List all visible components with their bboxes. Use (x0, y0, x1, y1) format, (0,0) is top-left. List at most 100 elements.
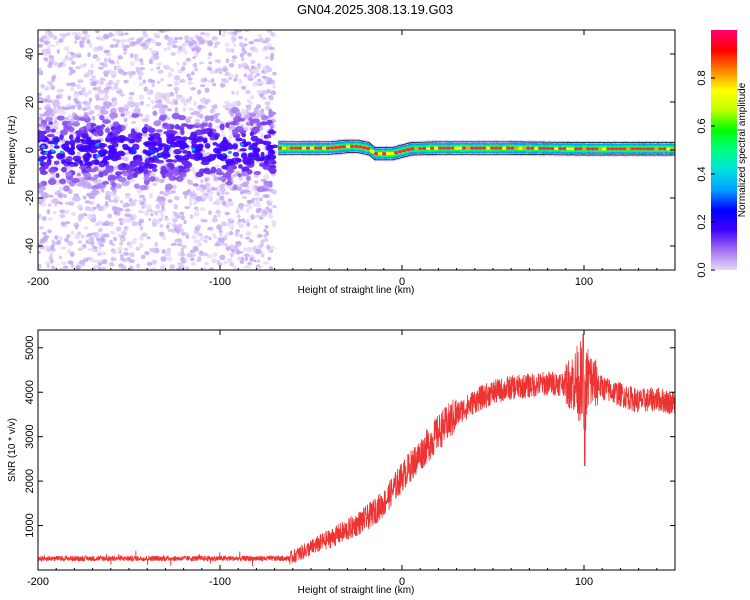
noise-blob (48, 255, 53, 261)
noise-blob (58, 186, 64, 192)
spectrogram-y-tick-label: -40 (24, 238, 36, 254)
noise-blob (213, 176, 219, 182)
noise-blob (224, 71, 230, 77)
noise-blob (85, 34, 91, 39)
noise-blob (189, 214, 194, 219)
noise-blob (67, 114, 73, 119)
noise-blob (137, 101, 141, 107)
noise-blob (162, 192, 169, 197)
noise-blob (201, 156, 206, 162)
noise-blob (131, 113, 140, 118)
noise-blob (264, 56, 269, 60)
noise-blob (64, 221, 71, 225)
noise-blob (267, 256, 272, 261)
noise-blob (151, 172, 156, 177)
noise-blob (122, 172, 130, 177)
signal-peak (341, 145, 347, 149)
noise-blob (207, 40, 214, 46)
noise-blob (210, 78, 215, 83)
noise-blob (268, 108, 273, 114)
noise-blob (138, 82, 144, 87)
noise-blob (207, 130, 214, 137)
noise-blob (52, 197, 59, 203)
noise-blob (38, 182, 44, 188)
noise-blob (202, 128, 210, 133)
noise-blob (176, 214, 181, 219)
noise-blob (268, 213, 274, 219)
noise-blob (83, 226, 89, 230)
noise-blob (164, 64, 170, 69)
noise-blob (47, 155, 54, 159)
noise-blob (258, 37, 264, 43)
noise-blob (102, 157, 108, 162)
noise-blob (232, 143, 239, 150)
signal-peak (442, 146, 447, 150)
noise-blob (104, 168, 110, 175)
noise-blob (193, 239, 201, 244)
noise-blob (215, 68, 219, 74)
signal-peak (381, 152, 387, 156)
noise-blob (180, 128, 185, 136)
noise-blob (187, 79, 193, 86)
signal-peak (462, 146, 467, 150)
noise-blob (228, 230, 234, 236)
noise-blob (257, 33, 263, 38)
noise-blob (165, 92, 171, 99)
signal-peak (277, 146, 283, 150)
noise-blob (193, 67, 199, 72)
noise-blob (219, 146, 228, 152)
noise-blob (114, 171, 122, 176)
noise-blob (197, 89, 202, 95)
noise-blob (148, 176, 156, 182)
noise-blob (179, 96, 186, 101)
noise-blob (38, 189, 44, 194)
noise-blob (98, 81, 104, 85)
noise-blob (269, 55, 274, 61)
noise-blob (127, 71, 134, 74)
noise-blob (133, 107, 141, 114)
noise-blob (252, 202, 256, 207)
noise-blob (266, 77, 270, 81)
noise-blob (117, 163, 124, 171)
noise-blob (172, 159, 178, 163)
signal-peak (558, 146, 563, 151)
noise-blob (107, 174, 116, 180)
noise-blob (67, 240, 74, 247)
noise-blob (173, 86, 180, 91)
noise-blob (249, 131, 254, 137)
noise-blob (222, 30, 227, 35)
noise-blob (224, 211, 231, 216)
noise-blob (90, 123, 97, 127)
noise-blob (228, 121, 238, 126)
noise-blob (113, 99, 118, 105)
noise-blob (140, 254, 146, 260)
noise-blob (56, 49, 60, 54)
noise-blob (97, 227, 103, 233)
noise-blob (150, 50, 157, 55)
noise-blob (53, 61, 59, 68)
noise-blob (142, 30, 146, 35)
noise-blob (185, 57, 192, 62)
noise-blob (212, 141, 218, 146)
noise-blob (97, 86, 102, 91)
noise-blob (90, 185, 99, 190)
noise-blob (129, 61, 135, 67)
noise-blob (97, 220, 103, 226)
signal-peak (369, 149, 375, 153)
noise-blob (257, 265, 263, 269)
signal-peak (293, 146, 299, 150)
noise-peak (239, 143, 244, 147)
noise-blob (262, 238, 269, 242)
noise-blob (81, 234, 85, 239)
signal-peak (454, 146, 459, 150)
noise-blob (138, 218, 145, 224)
noise-blob (57, 193, 63, 198)
noise-blob (146, 152, 152, 157)
signal-peak (361, 146, 367, 150)
noise-blob (67, 122, 73, 126)
signal-peak (634, 147, 639, 151)
noise-blob (141, 206, 145, 210)
snr-y-tick-label: 5000 (24, 336, 36, 360)
noise-blob (236, 249, 241, 255)
